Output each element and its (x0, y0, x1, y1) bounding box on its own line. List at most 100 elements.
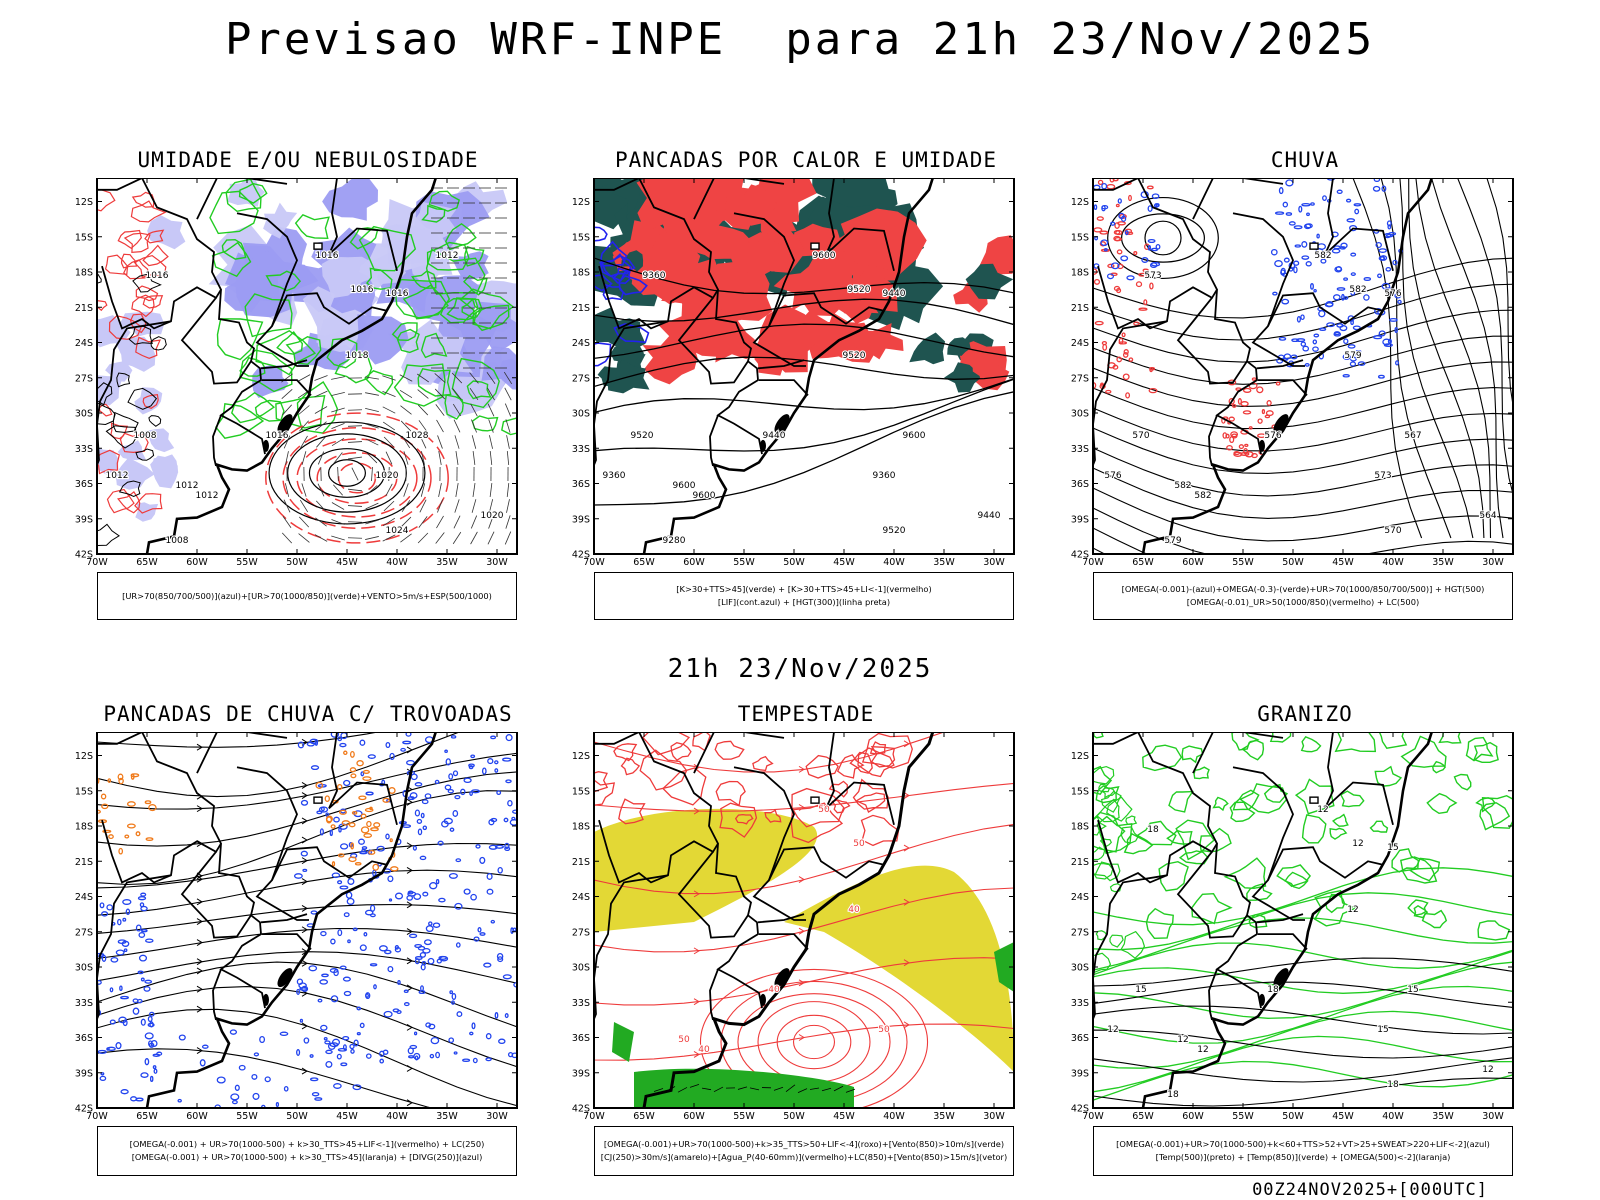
contour-label: 12 (1197, 1045, 1208, 1055)
contour-label: 582 (1174, 481, 1191, 491)
lon-tick-label: 60W (1182, 557, 1204, 568)
lat-tick-label: 21S (75, 303, 93, 314)
contour-label: 1012 (196, 491, 219, 501)
contour-label: 9520 (848, 285, 871, 295)
lon-tick-label: 60W (1182, 1111, 1204, 1122)
streamline (97, 951, 517, 984)
forecast-map: 1012 1016 1012 1016 1018 1016 1020 1024 1028 1020… (75, 178, 518, 568)
streamline (97, 961, 517, 1028)
contour-label: 9520 (843, 351, 866, 361)
contour-label: 1024 (386, 526, 409, 536)
streamline (97, 732, 381, 748)
contour-label: 9360 (873, 471, 896, 481)
lon-tick-label: 35W (933, 557, 955, 568)
map-borders (594, 178, 941, 554)
contour-label: 15 (1387, 843, 1398, 853)
contour-label: 1020 (376, 471, 399, 481)
lon-tick-label: 45W (833, 1111, 855, 1122)
contour-label: 1012 (176, 481, 199, 491)
forecast-map: 50 50 40 50 40 40 50 12S 15S 18S 21S 24S 27S 30S 33S 36… (572, 732, 1015, 1122)
lat-tick-label: 24S (572, 338, 590, 349)
lat-tick-label: 39S (75, 1068, 93, 1079)
lat-tick-label: 21S (572, 303, 590, 314)
lat-tick-label: 24S (1071, 338, 1089, 349)
lat-tick-label: 42S (1071, 550, 1089, 561)
lat-tick-label: 15S (572, 786, 590, 797)
contour-label: 40 (698, 1045, 710, 1055)
lon-tick-label: 40W (883, 1111, 905, 1122)
contour-label: 1016 (386, 289, 409, 299)
lon-tick-label: 35W (436, 1111, 458, 1122)
lon-tick-label: 50W (783, 1111, 805, 1122)
lon-tick-label: 70W (86, 1111, 108, 1122)
lon-tick-label: 55W (733, 557, 755, 568)
lon-tick-label: 70W (583, 1111, 605, 1122)
streamline (594, 1023, 1014, 1061)
lon-tick-label: 60W (186, 1111, 208, 1122)
lat-tick-label: 30S (1071, 409, 1089, 420)
main-title: Previsao WRF-INPE para 21h 23/Nov/2025 (224, 14, 1376, 65)
contour-label: 9440 (978, 511, 1001, 521)
lat-tick-label: 27S (1071, 927, 1089, 938)
streamline (97, 927, 517, 960)
lat-tick-label: 18S (572, 268, 590, 279)
lat-tick-label: 42S (1071, 1104, 1089, 1115)
streamline (97, 842, 517, 889)
lat-tick-label: 36S (572, 479, 590, 490)
run-footer: 00Z24NOV2025+[000UTC] (1252, 1180, 1488, 1200)
lon-tick-label: 30W (486, 557, 508, 568)
lat-tick-label: 12S (75, 197, 93, 208)
lon-tick-label: 30W (486, 1111, 508, 1122)
lat-tick-label: 30S (75, 963, 93, 974)
contour-label: 1028 (406, 431, 429, 441)
lat-tick-label: 33S (1071, 444, 1089, 455)
lon-tick-label: 55W (236, 1111, 258, 1122)
lon-tick-label: 40W (1382, 557, 1404, 568)
lat-tick-label: 30S (75, 409, 93, 420)
panel-title: GRANIZO (1257, 702, 1353, 726)
lon-tick-label: 65W (633, 1111, 655, 1122)
lat-tick-label: 36S (572, 1033, 590, 1044)
lat-tick-label: 12S (1071, 751, 1089, 762)
contour-label: 12 (1317, 805, 1328, 815)
contour-label: 9280 (663, 536, 686, 546)
legend-line: [OMEGA(-0.001)-(azul)+OMEGA(-0.3)-(verde… (1121, 584, 1485, 594)
streamline (97, 1048, 434, 1108)
contour-label: 1012 (436, 251, 459, 261)
lon-tick-label: 55W (733, 1111, 755, 1122)
contour-label: 582 (1314, 251, 1331, 261)
lat-tick-label: 18S (1071, 822, 1089, 833)
lat-tick-label: 36S (1071, 1033, 1089, 1044)
lat-tick-label: 15S (1071, 786, 1089, 797)
lat-tick-label: 12S (1071, 197, 1089, 208)
lat-tick-label: 24S (572, 892, 590, 903)
legend-line: [OMEGA(-0.001)+UR>70(1000-500)+k<60+TTS>… (1116, 1139, 1490, 1149)
lat-tick-label: 27S (75, 927, 93, 938)
contour-label: 1012 (106, 471, 129, 481)
lat-tick-label: 21S (1071, 303, 1089, 314)
lon-tick-label: 65W (633, 557, 655, 568)
lon-tick-label: 45W (336, 557, 358, 568)
contour-label: 570 (1384, 526, 1401, 536)
panel-legend: [UR>70(850/700/500)](azul)+[UR>70(1000/8… (97, 572, 517, 620)
lon-tick-label: 60W (186, 557, 208, 568)
contour-label: 18 (1387, 1080, 1399, 1090)
lon-tick-label: 35W (436, 557, 458, 568)
lat-tick-label: 33S (572, 998, 590, 1009)
legend-line: [CJ(250)>30m/s](amarelo)+[Agua_P(40-60mm… (600, 1152, 1008, 1162)
contour-label: 1016 (266, 431, 289, 441)
lat-tick-label: 33S (75, 998, 93, 1009)
contour-label: 40 (768, 985, 780, 995)
lat-tick-label: 27S (75, 373, 93, 384)
contour-label: 9440 (883, 289, 906, 299)
lat-tick-label: 18S (75, 268, 93, 279)
lat-tick-label: 36S (75, 1033, 93, 1044)
panel-legend: [OMEGA(-0.001) + UR>70(1000-500) + k>30_… (97, 1126, 517, 1176)
panel-title: PANCADAS POR CALOR E UMIDADE (614, 148, 997, 172)
lon-tick-label: 50W (286, 557, 308, 568)
lon-tick-label: 30W (1482, 1111, 1504, 1122)
lat-tick-label: 42S (75, 1104, 93, 1115)
lon-tick-label: 70W (1082, 1111, 1104, 1122)
streamline (594, 732, 946, 773)
contour-label: 50 (853, 839, 865, 849)
